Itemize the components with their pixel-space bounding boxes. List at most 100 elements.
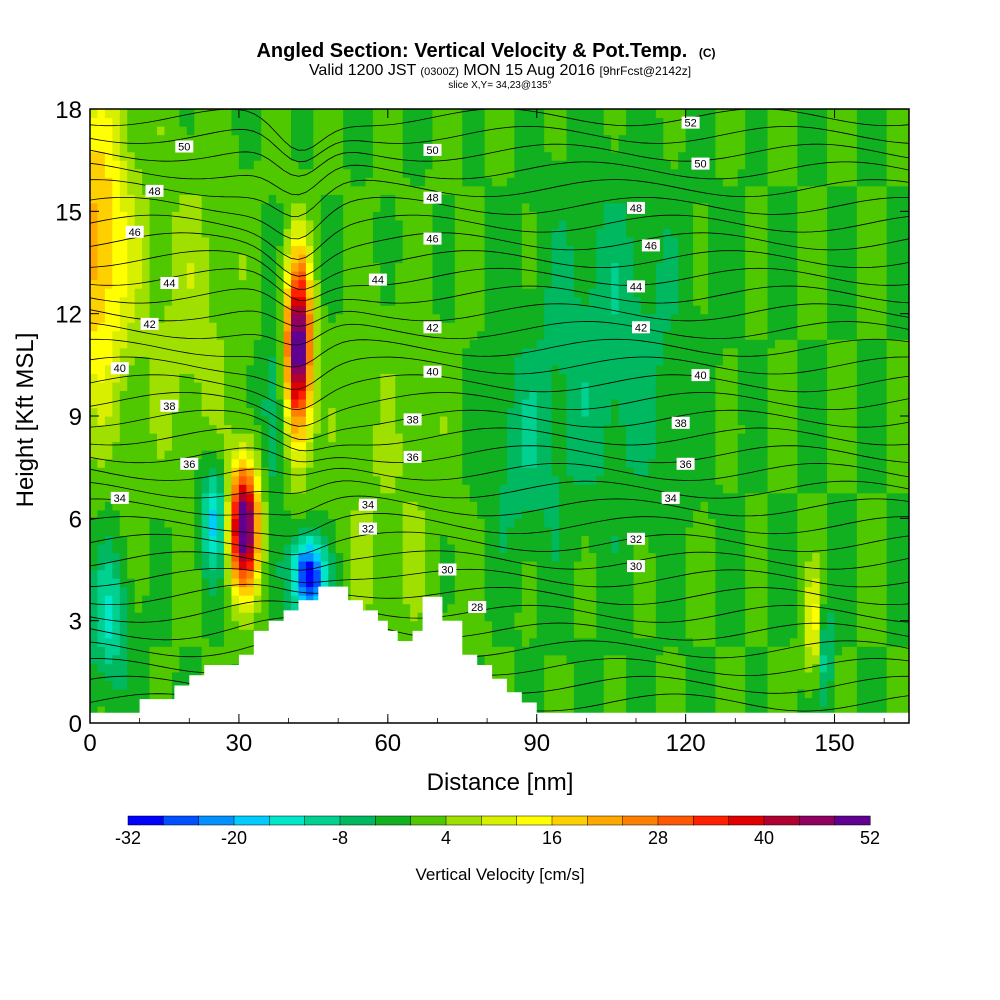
velocity-cell [358, 339, 367, 349]
velocity-cell [328, 501, 337, 511]
velocity-cell [97, 271, 106, 281]
velocity-cell [142, 143, 151, 153]
velocity-cell [536, 398, 545, 409]
velocity-cell [544, 543, 553, 554]
velocity-cell [97, 620, 106, 630]
velocity-cell [320, 526, 329, 536]
velocity-cell [573, 484, 582, 494]
velocity-cell [335, 492, 344, 502]
velocity-cell [127, 271, 136, 281]
velocity-cell [209, 543, 218, 554]
velocity-cell [224, 526, 233, 536]
velocity-cell [439, 603, 448, 613]
velocity-cell [484, 236, 493, 247]
velocity-cell [186, 390, 195, 400]
velocity-cell [506, 612, 515, 622]
velocity-cell [573, 313, 582, 323]
velocity-cell [596, 509, 605, 519]
velocity-cell [134, 219, 143, 229]
velocity-cell [149, 646, 158, 656]
velocity-cell [149, 364, 158, 374]
velocity-cell [529, 330, 538, 340]
velocity-cell [417, 492, 426, 502]
velocity-cell [551, 364, 560, 374]
velocity-cell [514, 526, 523, 536]
velocity-cell [447, 381, 456, 392]
velocity-cell [127, 663, 136, 673]
velocity-cell [350, 569, 359, 579]
velocity-cell [179, 151, 188, 161]
velocity-cell [469, 398, 478, 409]
velocity-cell [454, 236, 463, 247]
velocity-cell [231, 416, 240, 426]
velocity-cell [573, 279, 582, 289]
velocity-cell [529, 688, 538, 699]
velocity-cell [149, 552, 158, 562]
velocity-cell [454, 253, 463, 264]
velocity-cell [343, 373, 352, 383]
velocity-cell [283, 586, 292, 596]
velocity-cell [410, 612, 419, 622]
velocity-cell [186, 578, 195, 588]
velocity-cell [566, 586, 575, 596]
velocity-cell [238, 441, 247, 451]
velocity-cell [447, 134, 456, 144]
velocity-cell [566, 322, 575, 332]
velocity-cell [104, 313, 113, 323]
velocity-cell [186, 492, 195, 502]
velocity-cell [134, 501, 143, 511]
velocity-cell [90, 620, 99, 630]
velocity-cell [499, 347, 508, 357]
velocity-cell [417, 484, 426, 494]
velocity-cell [581, 475, 590, 485]
velocity-cell [268, 228, 277, 238]
velocity-cell [171, 347, 180, 357]
velocity-cell [358, 543, 367, 554]
velocity-cell [119, 160, 128, 170]
velocity-cell [209, 450, 218, 460]
velocity-cell [313, 185, 322, 195]
velocity-cell [149, 433, 158, 443]
velocity-cell [246, 424, 255, 434]
velocity-cell [305, 381, 314, 392]
velocity-cell [536, 330, 545, 340]
velocity-cell [536, 202, 545, 212]
velocity-cell [186, 620, 195, 630]
velocity-cell [320, 109, 329, 119]
velocity-cell [417, 424, 426, 434]
velocity-cell [268, 552, 277, 562]
velocity-cell [268, 236, 277, 247]
velocity-cell [335, 219, 344, 229]
velocity-cell [127, 177, 136, 187]
velocity-cell [97, 168, 106, 178]
velocity-cell [157, 296, 166, 306]
velocity-cell [142, 680, 151, 690]
velocity-cell [439, 322, 448, 332]
velocity-cell [283, 484, 292, 494]
velocity-cell [171, 535, 180, 545]
velocity-cell [90, 236, 99, 247]
velocity-cell [164, 356, 173, 366]
velocity-cell [104, 373, 113, 383]
velocity-cell [477, 211, 486, 221]
velocity-cell [358, 253, 367, 264]
velocity-cell [119, 441, 128, 451]
velocity-cell [447, 433, 456, 443]
velocity-cell [171, 416, 180, 426]
velocity-cell [439, 578, 448, 588]
velocity-cell [104, 697, 113, 707]
velocity-cell [343, 381, 352, 392]
velocity-cell [559, 126, 568, 136]
velocity-cell [506, 126, 515, 136]
velocity-cell [216, 134, 225, 144]
velocity-cell [97, 654, 106, 664]
velocity-cell [313, 177, 322, 187]
velocity-cell [380, 262, 389, 272]
velocity-cell [276, 390, 285, 400]
velocity-cell [596, 305, 605, 315]
velocity-cell [97, 364, 106, 374]
velocity-cell [506, 219, 515, 229]
velocity-cell [358, 416, 367, 426]
velocity-cell [566, 467, 575, 477]
velocity-cell [417, 518, 426, 528]
